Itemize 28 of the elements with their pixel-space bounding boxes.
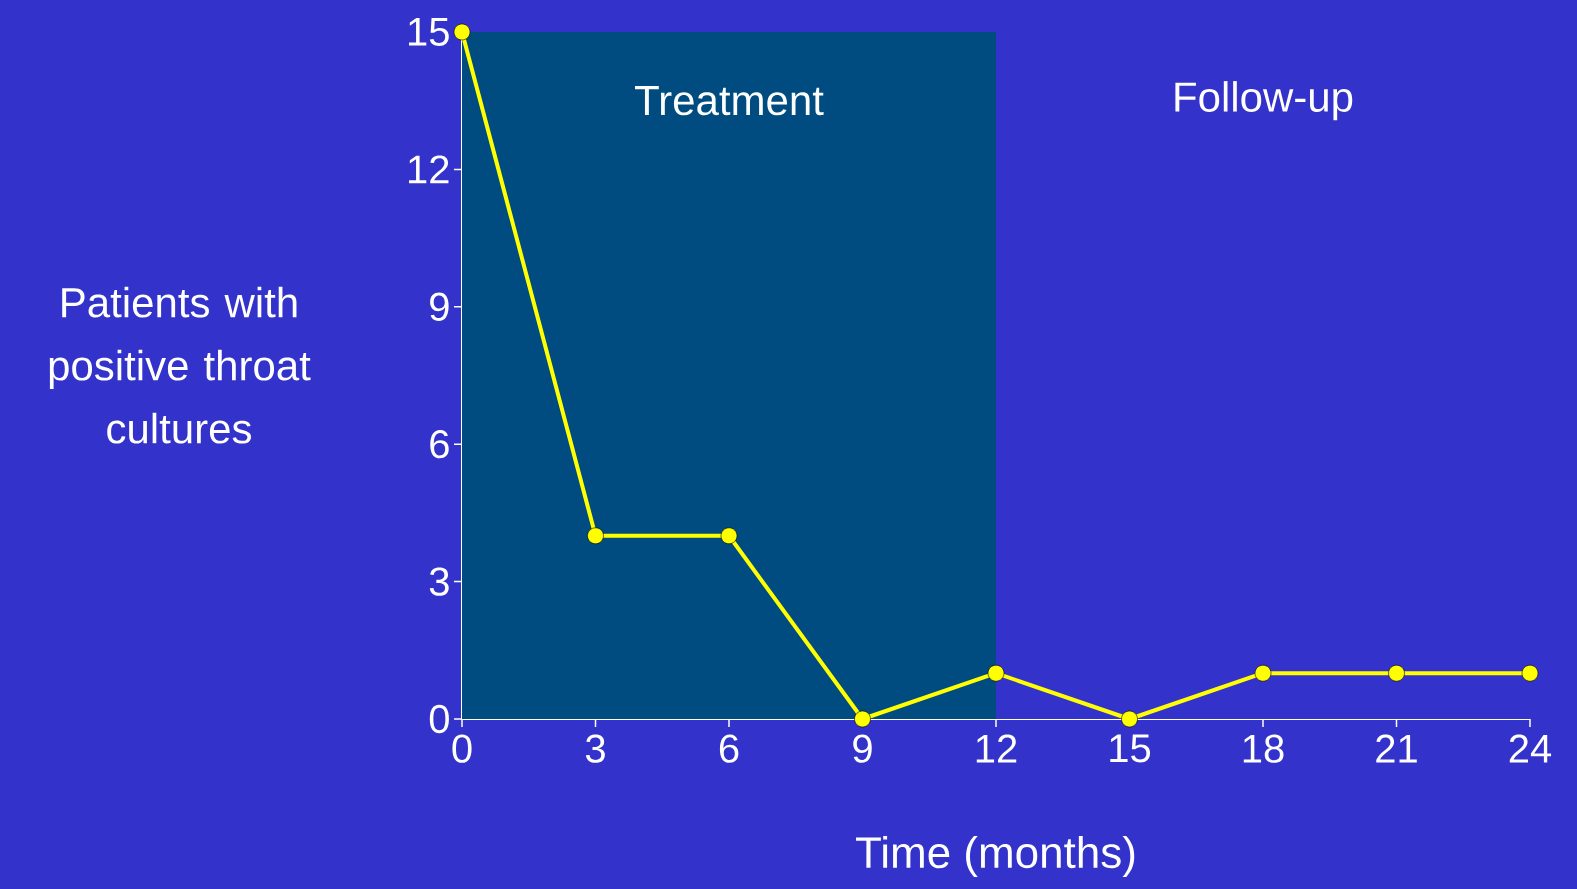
point [987, 664, 1005, 682]
point [1121, 710, 1138, 728]
x-axis-title: Time (months) [856, 835, 1135, 877]
x-tick-label: 12 [976, 734, 1017, 763]
x-tick-label: 24 [1509, 734, 1552, 763]
x-tick-label: 21 [1376, 734, 1417, 763]
band-label: Follow-up [1175, 81, 1353, 121]
y-tick-label: 6 [430, 430, 449, 459]
x-tick-label: 18 [1243, 734, 1284, 763]
point [720, 527, 738, 545]
y-tick-label: 0 [429, 704, 449, 734]
x-tick-label: 0 [452, 734, 472, 763]
band-label: Treatment [635, 86, 824, 116]
x-tick-label: 15 [1110, 734, 1151, 763]
y-tick-label: 15 [409, 18, 449, 46]
point [854, 710, 871, 728]
point [453, 23, 471, 41]
y-axis-title: Patients with positive throat cultures [49, 286, 311, 444]
y-tick-label: 9 [430, 292, 449, 321]
point [1254, 664, 1272, 682]
point [587, 527, 604, 545]
x-tick-label: 9 [853, 734, 872, 763]
x-tick-label: 3 [585, 734, 605, 763]
x-tick-label: 6 [719, 734, 739, 763]
point [1388, 664, 1405, 682]
y-tick-label: 3 [429, 567, 449, 596]
y-tick-label: 12 [409, 155, 449, 184]
point [1521, 664, 1539, 682]
